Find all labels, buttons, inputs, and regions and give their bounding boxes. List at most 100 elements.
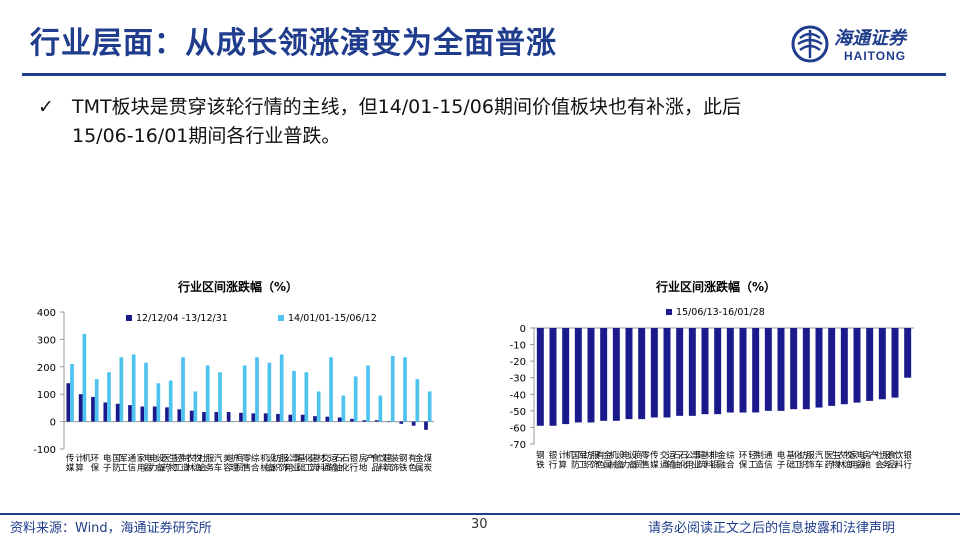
left-chart-bar xyxy=(140,406,145,422)
svg-text:筑: 筑 xyxy=(698,460,707,471)
svg-text:交: 交 xyxy=(322,453,331,464)
left-chart-bar xyxy=(399,421,404,424)
logo-text-en: HAITONG xyxy=(844,49,907,63)
left-chart-category-label: 环保 xyxy=(91,454,100,474)
svg-text:保: 保 xyxy=(91,463,100,474)
svg-text:基: 基 xyxy=(297,453,306,464)
logo-text-cn: 海通证券 xyxy=(834,28,906,49)
svg-text:纺: 纺 xyxy=(584,450,593,461)
left-chart-bar xyxy=(189,410,194,422)
left-chart-bar xyxy=(288,414,293,422)
footer-disclaimer: 请务必阅读正文之后的信息披露和法律声明 xyxy=(648,521,896,536)
svg-text:计: 计 xyxy=(75,453,84,464)
right-chart-category-label: 银行 xyxy=(549,450,558,471)
haitong-logo: 海通证券 HAITONG xyxy=(790,22,940,68)
right-chart-bar xyxy=(676,328,684,416)
left-chart-legend-swatch xyxy=(278,315,284,321)
right-chart-bar xyxy=(612,328,620,421)
svg-text:纺: 纺 xyxy=(799,450,808,461)
svg-text:化: 化 xyxy=(679,460,688,471)
left-chart-bar xyxy=(193,391,198,422)
svg-text:石: 石 xyxy=(341,454,350,464)
svg-text:保: 保 xyxy=(739,460,748,471)
right-chart-legend-swatch xyxy=(666,309,672,315)
svg-text:料: 料 xyxy=(378,463,387,474)
left-chart-bar xyxy=(152,406,157,422)
svg-text:通: 通 xyxy=(764,450,773,461)
right-chart-ytick-label: -30 xyxy=(510,374,526,385)
right-chart-bar xyxy=(828,328,836,406)
svg-text:有: 有 xyxy=(596,450,605,461)
right-chart-bar xyxy=(739,328,747,413)
svg-text:业: 业 xyxy=(292,463,301,474)
svg-text:地: 地 xyxy=(862,460,871,471)
svg-text:银: 银 xyxy=(350,453,359,464)
left-chart-bar xyxy=(353,376,358,422)
svg-text:建: 建 xyxy=(698,450,707,461)
left-chart-ytick-label: 0 xyxy=(50,418,56,429)
left-chart-category-label: 电子 xyxy=(103,453,112,474)
svg-text:织: 织 xyxy=(273,463,282,474)
svg-text:公: 公 xyxy=(685,451,694,461)
svg-text:造: 造 xyxy=(181,463,190,474)
svg-text:算: 算 xyxy=(558,460,567,471)
svg-text:行: 行 xyxy=(350,463,359,474)
svg-text:食: 食 xyxy=(888,450,897,461)
svg-text:金: 金 xyxy=(717,450,726,461)
left-chart-ytick-label: 100 xyxy=(37,390,56,401)
left-chart-bar xyxy=(156,383,161,422)
bullet-text-line2: 15/06-16/01期间各行业普跌。 xyxy=(72,125,341,147)
svg-text:电: 电 xyxy=(622,450,631,461)
svg-text:制: 制 xyxy=(181,453,190,464)
footer-page-number: 30 xyxy=(471,517,488,532)
svg-text:输: 输 xyxy=(667,460,676,471)
left-chart-bar xyxy=(205,365,210,422)
svg-text:农: 农 xyxy=(186,453,195,464)
svg-text:环: 环 xyxy=(739,451,748,461)
left-chart-bar xyxy=(226,412,231,422)
left-chart-bar xyxy=(214,412,219,422)
right-chart-bar xyxy=(638,328,646,420)
svg-text:信: 信 xyxy=(128,463,137,474)
left-chart-bar xyxy=(366,365,370,422)
left-chart-bar xyxy=(403,357,407,422)
svg-text:环: 环 xyxy=(91,454,100,464)
svg-text:务: 务 xyxy=(882,460,891,471)
right-chart-bar xyxy=(536,328,544,426)
svg-text:业: 业 xyxy=(692,460,701,471)
svg-text:房: 房 xyxy=(862,450,871,461)
svg-text:运: 运 xyxy=(329,454,338,464)
svg-text:饮: 饮 xyxy=(895,450,904,461)
left-chart-category-label: 房地产 xyxy=(359,453,375,474)
left-chart-bar xyxy=(390,355,395,422)
svg-text:服: 服 xyxy=(806,451,815,461)
svg-text:美: 美 xyxy=(223,453,232,464)
left-chart-bar xyxy=(115,403,120,422)
left-chart-legend-swatch xyxy=(126,315,132,321)
right-chart-category-label: 环保 xyxy=(739,451,748,471)
left-chart-bar xyxy=(131,354,136,422)
svg-text:融: 融 xyxy=(717,460,726,471)
svg-text:医: 医 xyxy=(162,454,171,464)
right-chart-bar xyxy=(663,328,671,418)
svg-text:汽: 汽 xyxy=(214,453,223,464)
svg-text:护: 护 xyxy=(230,453,239,464)
right-chart-bar xyxy=(866,328,874,401)
svg-text:合: 合 xyxy=(726,460,735,471)
svg-text:建: 建 xyxy=(310,453,319,464)
svg-text:银: 银 xyxy=(710,460,719,471)
svg-text:牧: 牧 xyxy=(844,450,853,461)
svg-text:事: 事 xyxy=(292,453,301,464)
left-chart-bar xyxy=(103,402,108,422)
left-chart-bar xyxy=(362,420,367,422)
